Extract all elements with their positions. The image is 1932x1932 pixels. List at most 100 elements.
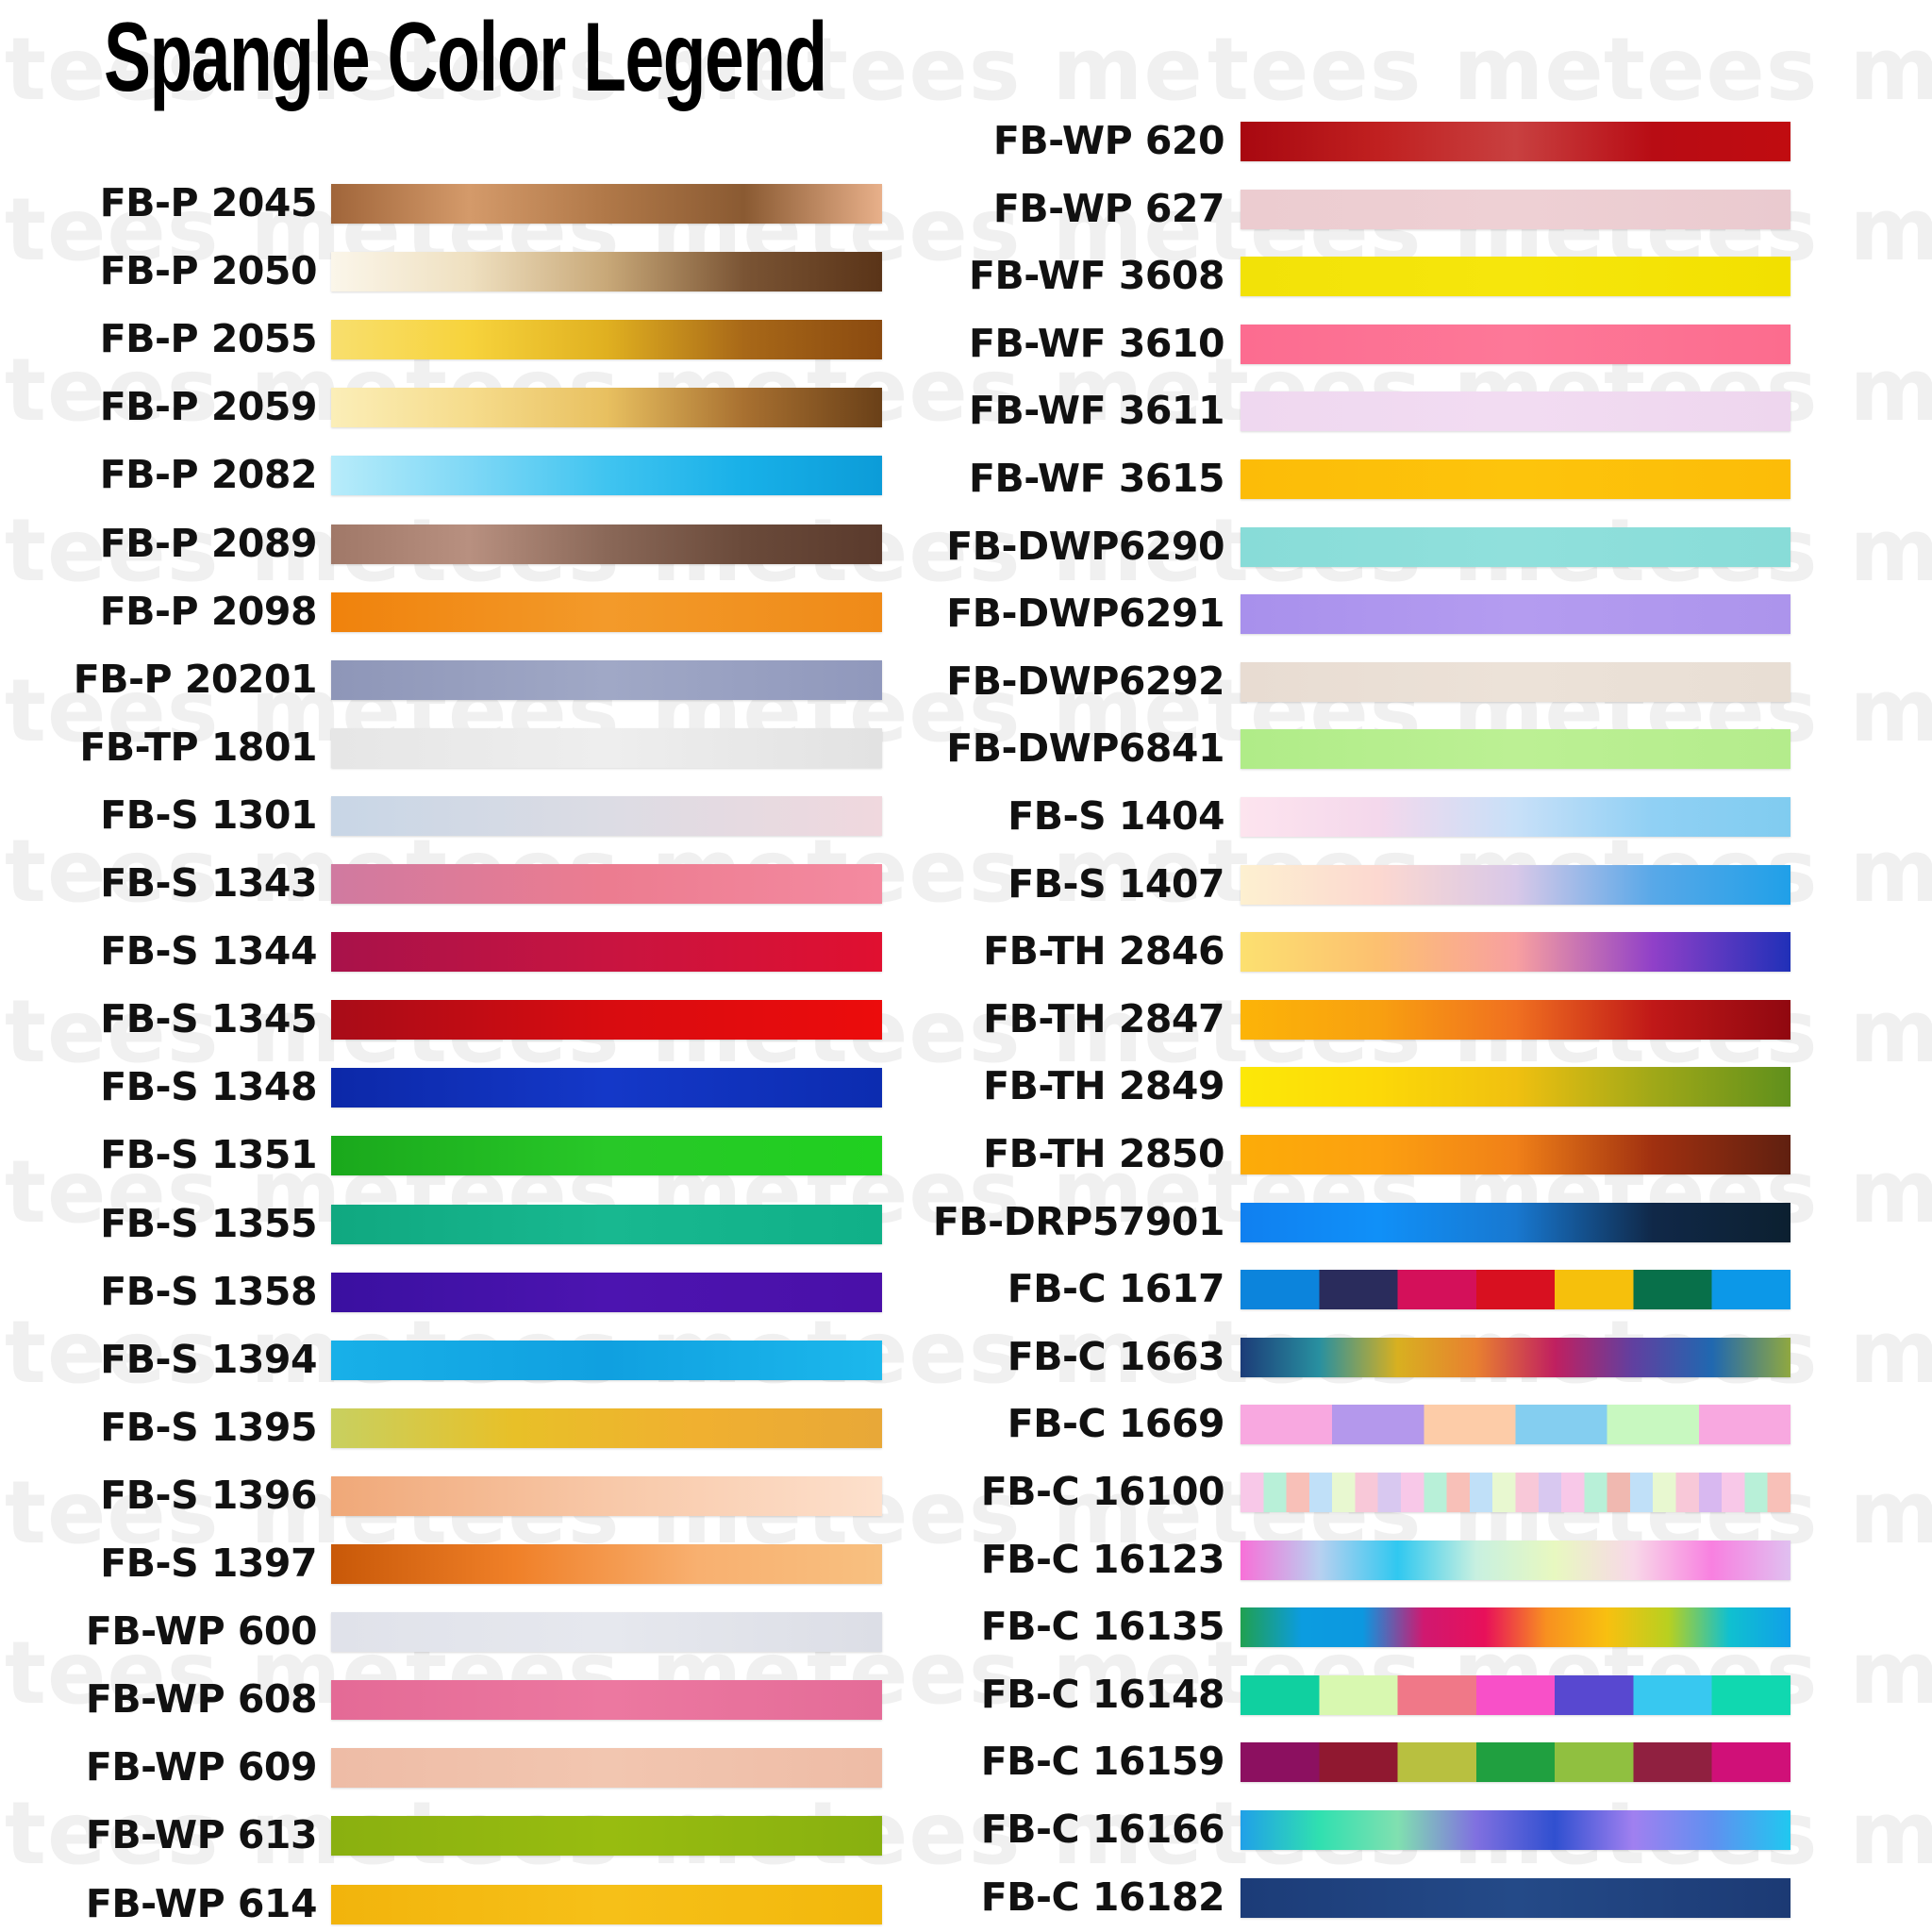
swatch-code-label: FB-TH 2849 <box>983 1063 1224 1109</box>
color-swatch-bar <box>331 1340 882 1380</box>
swatch-row: FB-WP 627 <box>0 186 1932 231</box>
color-swatch-bar <box>331 456 882 496</box>
color-swatch-bar <box>331 252 882 292</box>
swatch-row: FB-S 1358 <box>0 1269 1932 1314</box>
swatch-code-label: FB-WF 3615 <box>968 456 1225 501</box>
swatch-code-label: FB-S 1394 <box>100 1336 317 1382</box>
color-swatch-bar <box>1241 1337 1790 1377</box>
swatch-row: FB-WP 620 <box>0 118 1932 163</box>
swatch-row: FB-P 2055 <box>0 316 1932 361</box>
color-swatch-bar <box>1241 1810 1790 1850</box>
swatch-code-label: FB-S 1358 <box>100 1268 317 1314</box>
swatch-row: FB-S 1407 <box>0 861 1932 907</box>
swatch-code-label: FB-S 1351 <box>100 1132 317 1178</box>
color-swatch-bar <box>1241 1135 1790 1174</box>
swatch-row: FB-C 16135 <box>0 1604 1932 1649</box>
swatch-row: FB-C 16100 <box>0 1469 1932 1514</box>
swatch-row: FB-DWP6841 <box>0 725 1932 771</box>
swatch-code-label: FB-S 1344 <box>100 928 317 974</box>
swatch-row: FB-TH 2850 <box>0 1131 1932 1176</box>
color-swatch-bar <box>1241 189 1790 229</box>
swatch-row: FB-DWP6290 <box>0 523 1932 569</box>
swatch-row: FB-S 1345 <box>0 996 1932 1041</box>
swatch-row: FB-S 1344 <box>0 928 1932 974</box>
color-swatch-bar <box>331 932 882 973</box>
color-swatch-bar <box>331 1544 882 1584</box>
color-swatch-bar <box>1241 1742 1790 1783</box>
swatch-code-label: FB-WF 3610 <box>968 320 1225 366</box>
swatch-code-label: FB-P 2055 <box>99 316 318 362</box>
swatch-row: FB-C 1669 <box>0 1401 1932 1446</box>
swatch-row: FB-WF 3615 <box>0 456 1932 501</box>
color-swatch-bar <box>331 1816 882 1857</box>
color-swatch-bar <box>331 1068 882 1108</box>
color-swatch-bar <box>331 1136 882 1176</box>
color-swatch-bar <box>1241 257 1790 297</box>
color-swatch-bar <box>331 1407 882 1448</box>
swatch-row: FB-WP 614 <box>0 1881 1932 1926</box>
swatch-code-label: FB-S 1396 <box>100 1472 317 1518</box>
swatch-row: FB-WF 3610 <box>0 321 1932 366</box>
watermark-text: tees me <box>1208 19 1605 120</box>
color-swatch-bar <box>1241 1067 1790 1108</box>
watermark-text: tees me <box>807 19 1204 120</box>
color-swatch-bar <box>1241 864 1790 905</box>
color-swatch-bar <box>331 1612 882 1653</box>
swatch-code-label: FB-C 16123 <box>980 1536 1225 1582</box>
swatch-row: FB-C 1663 <box>0 1334 1932 1379</box>
color-swatch-bar <box>331 1000 882 1041</box>
color-swatch-bar <box>1241 661 1790 702</box>
swatch-code-label: FB-C 1663 <box>1007 1333 1225 1379</box>
swatch-row: FB-S 1394 <box>0 1337 1932 1382</box>
color-swatch-bar <box>1241 797 1790 837</box>
color-swatch-bar <box>331 320 882 360</box>
swatch-code-label: FB-WP 609 <box>85 1744 318 1790</box>
swatch-code-label: FB-S 1343 <box>100 860 317 906</box>
swatch-row: FB-P 2098 <box>0 589 1932 634</box>
swatch-row: FB-S 1355 <box>0 1201 1932 1246</box>
color-swatch-bar <box>1241 1473 1790 1512</box>
swatch-row: FB-WP 613 <box>0 1812 1932 1857</box>
swatch-row: FB-S 1348 <box>0 1064 1932 1109</box>
swatch-row: FB-DWP6291 <box>0 591 1932 637</box>
swatch-code-label: FB-TH 2847 <box>983 995 1224 1041</box>
swatch-code-label: FB-WP 613 <box>85 1812 318 1858</box>
swatch-row: FB-S 1343 <box>0 860 1932 906</box>
color-swatch-bar <box>1241 1202 1790 1242</box>
swatch-code-label: FB-C 1669 <box>1007 1401 1225 1447</box>
swatch-code-label: FB-P 20201 <box>73 656 318 702</box>
swatch-code-label: FB-S 1355 <box>100 1200 317 1246</box>
swatch-code-label: FB-TH 2850 <box>983 1131 1224 1176</box>
color-swatch-bar <box>331 1272 882 1312</box>
swatch-code-label: FB-WF 3611 <box>968 388 1225 434</box>
color-swatch-bar <box>331 184 882 224</box>
swatch-row: FB-WF 3611 <box>0 388 1932 434</box>
swatch-code-label: FB-S 1301 <box>100 791 317 838</box>
swatch-row: FB-C 16182 <box>0 1874 1932 1920</box>
color-swatch-bar <box>331 659 882 700</box>
swatch-code-label: FB-DWP6292 <box>946 658 1224 704</box>
swatch-code-label: FB-DWP6291 <box>946 591 1224 637</box>
color-swatch-bar <box>331 388 882 428</box>
swatch-row: FB-C 16148 <box>0 1672 1932 1717</box>
swatch-code-label: FB-P 2082 <box>99 452 318 498</box>
swatch-code-label: FB-TP 1801 <box>79 724 317 770</box>
swatch-row: FB-TH 2849 <box>0 1063 1932 1108</box>
color-swatch-bar <box>1241 324 1790 364</box>
swatch-row: FB-C 16123 <box>0 1537 1932 1582</box>
swatch-row: FB-C 16159 <box>0 1739 1932 1784</box>
swatch-code-label: FB-DWP6290 <box>946 523 1224 569</box>
color-swatch-bar <box>331 727 882 768</box>
color-swatch-bar <box>1241 1674 1790 1715</box>
color-swatch-bar <box>1241 526 1790 567</box>
swatch-code-label: FB-DWP6841 <box>946 725 1224 772</box>
swatch-row: FB-S 1395 <box>0 1404 1932 1450</box>
swatch-code-label: FB-P 2089 <box>99 520 318 566</box>
color-swatch-bar <box>331 864 882 904</box>
swatch-code-label: FB-C 16182 <box>980 1874 1225 1920</box>
swatch-code-label: FB-S 1404 <box>1008 793 1224 839</box>
swatch-code-label: FB-S 1395 <box>100 1404 317 1450</box>
swatch-code-label: FB-C 16100 <box>980 1469 1225 1514</box>
page-title: Spangle Color Legend <box>104 3 827 112</box>
swatch-row: FB-P 2089 <box>0 521 1932 566</box>
